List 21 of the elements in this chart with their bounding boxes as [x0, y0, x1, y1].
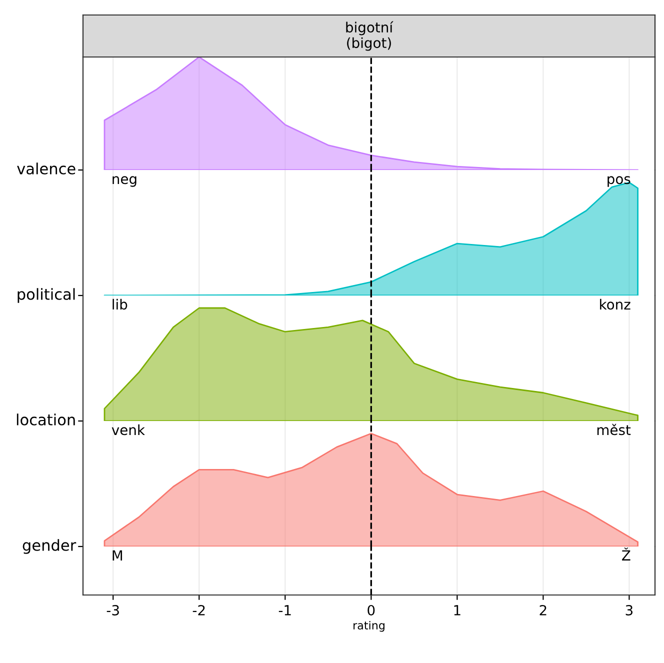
- x-tick-label: -2: [192, 604, 205, 616]
- x-tick-label: 1: [454, 605, 460, 616]
- x-tick-label: 2: [540, 604, 546, 616]
- x-axis-title: rating: [354, 620, 384, 632]
- text: M: [112, 550, 122, 560]
- x-tick-label: -1: [278, 605, 291, 616]
- series-label: valence: [17, 162, 76, 174]
- x-tick-label: -3: [106, 604, 119, 616]
- x-tick-label: 3: [626, 604, 632, 616]
- series-label: gender: [22, 539, 76, 554]
- annotation: lib: [112, 298, 128, 310]
- annotation: konz: [600, 298, 630, 310]
- annotation: neg: [112, 176, 136, 187]
- annotation: měst: [597, 424, 631, 436]
- x-tick-label: 0: [368, 604, 375, 616]
- annotation: venk: [112, 424, 145, 436]
- annotation: pos: [608, 176, 630, 187]
- series-label: political: [18, 288, 75, 303]
- chart-title: bigotní (bigot): [346, 21, 394, 51]
- series-label: location: [16, 414, 75, 426]
- text: Ž: [622, 548, 630, 560]
